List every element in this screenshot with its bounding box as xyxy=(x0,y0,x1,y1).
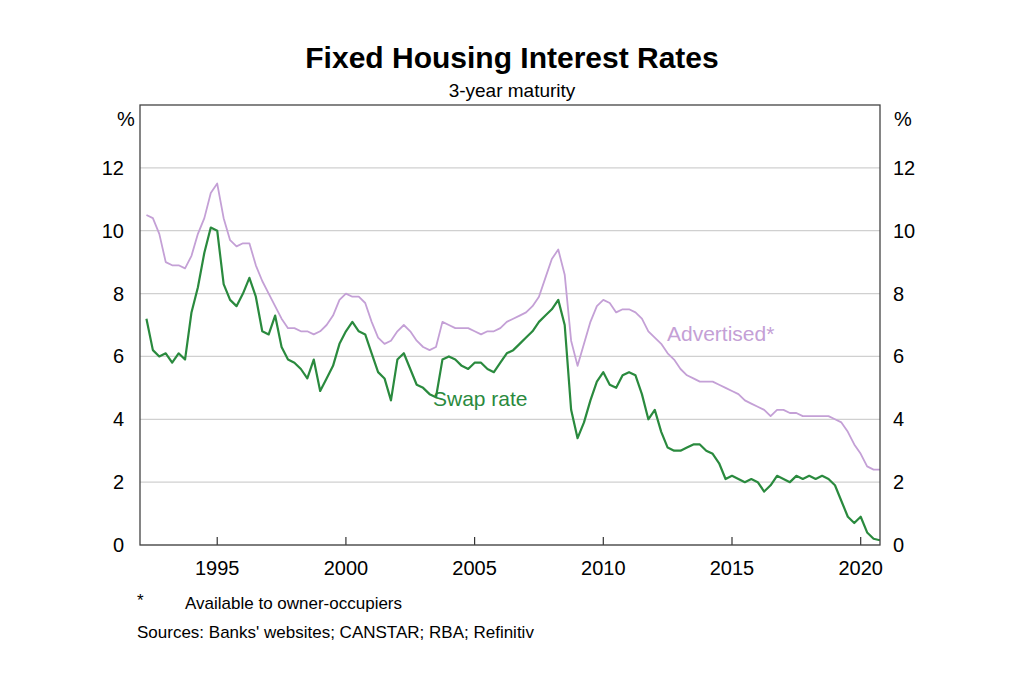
lines xyxy=(146,184,880,541)
x-tick-label: 2020 xyxy=(838,557,883,579)
y-tick-label: 12 xyxy=(102,157,124,179)
y-tick-label: 10 xyxy=(102,220,124,242)
y-tick-label: 4 xyxy=(113,408,124,430)
source: Sources: Banks' websites; CANSTAR; RBA; … xyxy=(137,623,534,642)
grid-line xyxy=(140,356,880,357)
x-tick-label: 2000 xyxy=(324,557,369,579)
title: Fixed Housing Interest Rates xyxy=(305,41,718,74)
y-axis-label: % xyxy=(117,108,135,130)
plot-frame xyxy=(140,105,880,545)
footnote-marker: * xyxy=(137,591,144,610)
grid-line xyxy=(140,293,880,294)
y2-tick-label: 6 xyxy=(893,345,904,367)
series-line xyxy=(146,184,880,470)
y2-tick-label: 4 xyxy=(893,408,904,430)
y-tick-label: 0 xyxy=(113,534,124,556)
x-tick-label: 2005 xyxy=(452,557,497,579)
y2-tick-label: 2 xyxy=(893,471,904,493)
x-tick-label: 2015 xyxy=(710,557,755,579)
x-tick-label: 1995 xyxy=(195,557,240,579)
x-tick-label: 2010 xyxy=(581,557,626,579)
y-tick-label: 8 xyxy=(113,283,124,305)
x-tick xyxy=(217,537,218,545)
grid-line xyxy=(140,167,880,168)
series-label: Advertised* xyxy=(667,322,774,345)
page: {"chart_data": {"type": "line", "title":… xyxy=(0,0,1024,683)
series-label: Swap rate xyxy=(433,387,528,410)
background xyxy=(0,0,1024,683)
subtitle: 3-year maturity xyxy=(449,80,576,101)
x-tick xyxy=(345,537,346,545)
y2-tick-label: 10 xyxy=(893,220,915,242)
series-line xyxy=(146,228,880,541)
y-tick-label: 6 xyxy=(113,345,124,367)
chart: Fixed Housing Interest Rates 3-year matur… xyxy=(0,0,1024,683)
x-tick xyxy=(860,537,861,545)
x-tick xyxy=(603,537,604,545)
y-tick-label: 2 xyxy=(113,471,124,493)
grid-line xyxy=(140,230,880,231)
y2-tick-label: 8 xyxy=(893,283,904,305)
x-tick xyxy=(731,537,732,545)
grid-line xyxy=(140,419,880,420)
x-tick xyxy=(474,537,475,545)
grid-line xyxy=(140,482,880,483)
grid xyxy=(140,168,880,545)
y2-tick-label: 12 xyxy=(893,157,915,179)
footnote: Available to owner-occupiers xyxy=(185,594,402,613)
y2-tick-label: 0 xyxy=(893,534,904,556)
y2-axis-label: % xyxy=(894,108,912,130)
